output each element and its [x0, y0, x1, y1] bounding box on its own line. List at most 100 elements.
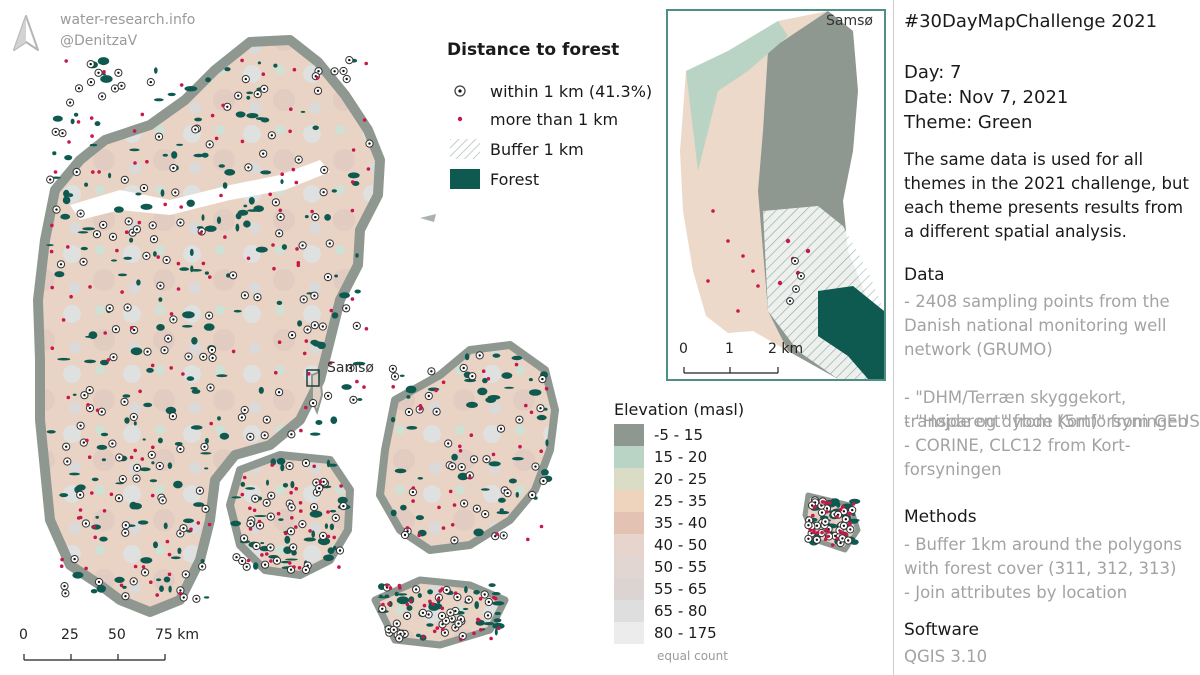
- well-point-far: [296, 261, 301, 265]
- well-point-far: [140, 112, 145, 117]
- well-point-within: [400, 530, 410, 540]
- forest-patch: [337, 496, 348, 505]
- forest-patch: [94, 121, 101, 127]
- well-point-far: [326, 510, 330, 514]
- well-point-far: [350, 297, 355, 301]
- well-point-within: [310, 291, 319, 300]
- well-point-far: [825, 510, 829, 514]
- well-point-far: [294, 486, 299, 491]
- map-panel[interactable]: water-research.info @DenitzaV Distance t…: [0, 0, 894, 675]
- forest-patch: [190, 387, 198, 390]
- forest-patch: [498, 497, 506, 503]
- well-point-within: [51, 127, 60, 136]
- legend-label: Buffer 1 km: [490, 139, 584, 159]
- well-point-within: [287, 503, 296, 512]
- inset-point-within: [791, 257, 799, 265]
- well-point-far: [422, 603, 427, 608]
- forest-patch: [123, 256, 132, 260]
- forest-patch: [492, 353, 501, 358]
- well-point-within: [240, 405, 249, 415]
- forest-patch: [76, 484, 86, 491]
- well-point-within: [499, 531, 508, 540]
- forest-patch: [124, 417, 130, 424]
- well-point-far: [827, 500, 832, 505]
- forest-patch: [193, 153, 205, 158]
- well-point-within: [310, 321, 319, 330]
- forest-patch: [233, 309, 242, 313]
- elevation-label: 25 - 35: [654, 492, 708, 510]
- well-point-within: [253, 293, 262, 302]
- well-point-within: [56, 260, 66, 269]
- well-point-within: [76, 421, 85, 430]
- well-point-far: [808, 528, 813, 533]
- forest-patch: [246, 113, 259, 119]
- forest-patch: [114, 206, 124, 213]
- forest-patch: [276, 300, 283, 305]
- elevation-class: 35 - 40: [614, 512, 744, 534]
- forest-patch: [159, 585, 164, 592]
- well-point-within: [460, 499, 469, 508]
- well-point-within: [168, 412, 177, 421]
- forest-patch: [142, 438, 146, 441]
- well-point-within: [143, 347, 152, 356]
- well-point-within: [162, 255, 171, 265]
- well-point-far: [304, 405, 308, 410]
- well-point-within: [109, 353, 118, 362]
- well-point-far: [308, 529, 312, 533]
- well-point-far: [486, 377, 491, 381]
- well-point-far: [86, 403, 90, 407]
- forest-patch: [110, 259, 118, 262]
- well-point-within: [154, 132, 164, 141]
- well-point-within: [259, 149, 268, 158]
- well-point-within: [313, 86, 323, 95]
- forest-patch: [278, 518, 284, 521]
- elevation-class: 25 - 35: [614, 490, 744, 512]
- forest-patch: [390, 509, 397, 517]
- well-point-far: [119, 583, 124, 588]
- inset-scale-tick: 0: [679, 341, 688, 357]
- forest-patch: [255, 117, 266, 121]
- well-point-far: [355, 379, 359, 384]
- forest-patch: [181, 325, 193, 328]
- well-point-within: [114, 494, 124, 503]
- well-point-within: [208, 353, 217, 363]
- samso-inset-map[interactable]: Samsø 0 1 2 km: [666, 9, 886, 381]
- forest-patch: [377, 596, 390, 599]
- forest-patch: [248, 197, 255, 205]
- forest-patch: [84, 182, 89, 187]
- well-point-far: [315, 76, 320, 80]
- forest-patch: [260, 170, 272, 175]
- forest-patch: [64, 155, 73, 161]
- elevation-swatch: [614, 534, 644, 556]
- forest-patch: [186, 376, 195, 381]
- well-point-within: [294, 155, 303, 164]
- well-point-far: [50, 223, 54, 228]
- forest-patch: [135, 192, 142, 196]
- well-point-within: [403, 611, 412, 621]
- well-point-within: [446, 608, 455, 617]
- inset-point-far: [756, 284, 760, 288]
- well-point-far: [85, 438, 89, 443]
- well-point-far: [150, 493, 155, 498]
- well-point-far: [248, 506, 252, 511]
- well-point-far: [820, 500, 825, 504]
- well-point-within: [437, 611, 447, 621]
- well-point-within: [349, 395, 358, 404]
- forest-patch: [312, 125, 319, 131]
- well-point-far: [339, 484, 343, 488]
- forest-patch: [218, 164, 225, 168]
- forest-patch: [415, 515, 424, 521]
- well-point-within: [311, 72, 320, 81]
- denmark-map[interactable]: [0, 0, 893, 675]
- well-point-within: [812, 535, 822, 544]
- well-point-within: [74, 84, 84, 93]
- well-point-within: [395, 634, 404, 643]
- forest-patch: [129, 501, 138, 510]
- elevation-legend-title: Elevation (masl): [614, 400, 745, 419]
- well-point-far: [181, 372, 185, 376]
- forest-patch: [309, 510, 323, 518]
- forest-patch: [154, 67, 158, 74]
- well-point-far: [435, 626, 440, 630]
- main-scalebar: [23, 654, 166, 661]
- well-point-far: [288, 561, 292, 565]
